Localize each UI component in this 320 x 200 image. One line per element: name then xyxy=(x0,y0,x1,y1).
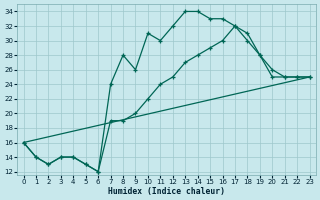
X-axis label: Humidex (Indice chaleur): Humidex (Indice chaleur) xyxy=(108,187,225,196)
